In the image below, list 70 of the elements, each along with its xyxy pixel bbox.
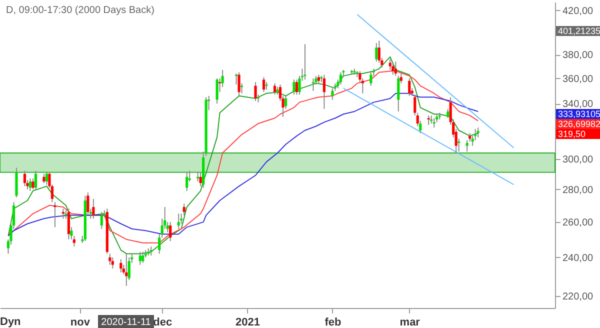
text: 2020-11-11 — [101, 317, 152, 328]
candlestick — [312, 78, 315, 92]
chart-title: D, 09:00-17:30 (2000 Days Back) — [6, 5, 154, 16]
candlestick — [196, 172, 200, 182]
y-tick-label: 420,00 — [562, 6, 594, 17]
y-tick-label: 380,00 — [562, 50, 594, 62]
candlestick — [375, 42, 378, 62]
candlestick — [150, 246, 152, 256]
candlestick — [42, 173, 46, 184]
candlestick — [138, 251, 142, 266]
x-tick-label: feb — [324, 316, 342, 328]
y-tick-label: 360,00 — [562, 74, 594, 85]
candlestick — [108, 253, 112, 266]
text: 333,93105 — [558, 109, 600, 119]
candlestick — [177, 213, 180, 230]
candlestick — [199, 172, 202, 187]
candlestick — [273, 82, 276, 96]
candlestick — [466, 140, 468, 152]
candlestick — [15, 167, 18, 198]
candlestick — [45, 172, 48, 186]
y-tick-label: 300,00 — [562, 154, 594, 166]
y-tick-label: 340,00 — [562, 99, 594, 110]
x-tick-label: nov — [70, 316, 91, 328]
candlestick — [111, 256, 114, 270]
y-tick-label: 240,00 — [562, 252, 594, 264]
candlestick — [238, 72, 240, 96]
candlestick — [34, 170, 38, 190]
y-tick-label: 220,00 — [562, 291, 594, 302]
candlestick — [23, 170, 26, 187]
candlestick — [100, 211, 103, 230]
candlestick — [331, 88, 334, 100]
candlestick — [322, 74, 326, 110]
candlestick — [295, 79, 298, 96]
candlestick — [142, 251, 144, 264]
candlestick — [28, 178, 32, 192]
candlestick — [216, 78, 218, 104]
text: Dyn — [0, 316, 22, 328]
candlestick — [120, 258, 122, 273]
candlestick — [476, 127, 480, 138]
candlestick — [392, 63, 394, 76]
candlestick — [378, 40, 380, 64]
candlestick — [397, 75, 400, 112]
x-tick-label: dec — [153, 316, 172, 328]
candlestick — [370, 72, 372, 86]
candlestick — [92, 198, 95, 220]
y-tick-label: 280,00 — [562, 184, 594, 196]
candlestick — [446, 108, 450, 119]
text: 401,21235 — [558, 26, 600, 36]
candlestick — [67, 208, 70, 240]
candlestick — [394, 61, 397, 76]
x-tick-label: mar — [400, 316, 421, 328]
candlestick — [458, 138, 460, 152]
text: 319,50 — [558, 129, 586, 139]
candlestick — [221, 69, 224, 88]
candlestick — [54, 202, 56, 228]
candlestick — [304, 44, 306, 80]
candlestick — [169, 222, 172, 242]
candlestick — [474, 128, 477, 141]
candlestick — [408, 78, 411, 96]
candlestick — [186, 172, 188, 192]
candlestick — [262, 76, 266, 93]
candlestick — [292, 79, 296, 96]
text: 326,69982 — [558, 119, 600, 129]
candlestick — [427, 114, 430, 126]
candlestick — [388, 58, 392, 70]
y-tick-label: 260,00 — [562, 218, 594, 229]
candlestick — [432, 118, 436, 128]
candlestick — [254, 82, 257, 102]
x-tick-label: 2021 — [236, 316, 260, 328]
candlestick — [339, 72, 342, 86]
